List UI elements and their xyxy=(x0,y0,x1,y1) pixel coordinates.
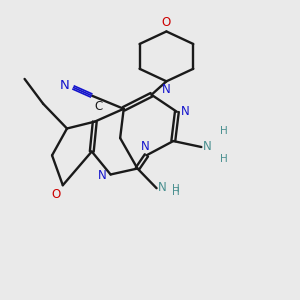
Text: N: N xyxy=(98,169,107,182)
Text: O: O xyxy=(52,188,61,201)
Text: H: H xyxy=(220,154,228,164)
Text: H: H xyxy=(172,184,180,194)
Text: N: N xyxy=(181,105,189,118)
Text: H: H xyxy=(220,126,228,136)
Text: N: N xyxy=(203,140,212,153)
Text: C: C xyxy=(94,100,102,113)
Text: O: O xyxy=(162,16,171,29)
Text: N: N xyxy=(162,83,171,96)
Text: N: N xyxy=(140,140,149,153)
Text: N: N xyxy=(158,181,167,194)
Text: N: N xyxy=(60,79,70,92)
Text: H: H xyxy=(172,187,180,197)
